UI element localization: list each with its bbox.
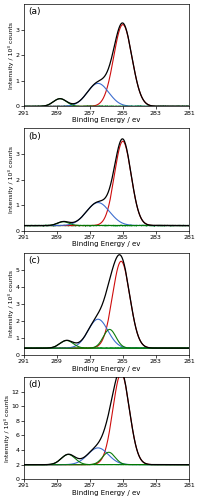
- Y-axis label: Intensity / 10³ counts: Intensity / 10³ counts: [4, 394, 10, 462]
- Text: (c): (c): [29, 256, 41, 265]
- X-axis label: Binding Energy / ev: Binding Energy / ev: [72, 366, 140, 372]
- Text: (d): (d): [29, 380, 41, 389]
- Y-axis label: Intensity / 10³ counts: Intensity / 10³ counts: [8, 270, 14, 338]
- Text: (b): (b): [29, 132, 41, 140]
- X-axis label: Binding Energy / ev: Binding Energy / ev: [72, 117, 140, 123]
- X-axis label: Binding Energy / ev: Binding Energy / ev: [72, 241, 140, 247]
- Y-axis label: Intensity / 10³ counts: Intensity / 10³ counts: [8, 146, 14, 213]
- Text: (a): (a): [29, 7, 41, 16]
- X-axis label: Binding Energy / ev: Binding Energy / ev: [72, 490, 140, 496]
- Y-axis label: Intensity / 10³ counts: Intensity / 10³ counts: [8, 22, 14, 89]
